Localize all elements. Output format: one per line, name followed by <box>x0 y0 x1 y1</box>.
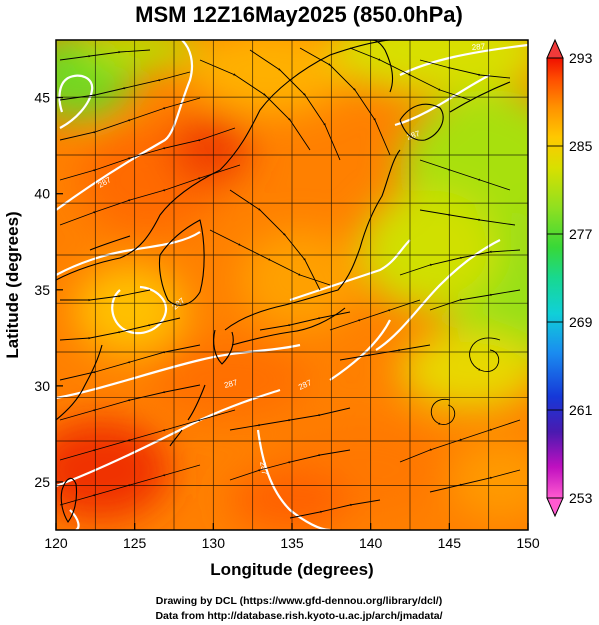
coastline-japan <box>231 307 346 346</box>
streamline <box>229 407 351 431</box>
streamline <box>199 59 311 151</box>
coastline-kyushu <box>213 329 234 365</box>
y-tick-label: 45 <box>34 90 50 106</box>
streamline <box>429 289 521 311</box>
x-axis: 120 125 130 135 140 145 150 <box>44 523 540 551</box>
streamline <box>419 59 511 79</box>
streamline <box>399 419 521 463</box>
y-axis: 25 30 35 40 45 <box>34 90 63 490</box>
streamline <box>59 464 201 506</box>
contour-label: 287 <box>223 378 239 390</box>
streamline <box>59 317 181 341</box>
contour-line <box>56 231 201 276</box>
streamline <box>59 127 236 181</box>
streamline <box>299 47 391 156</box>
x-tick-label: 130 <box>202 535 226 551</box>
colorbar-tick-label: 285 <box>569 138 593 154</box>
streamline <box>209 229 331 286</box>
x-tick-label: 140 <box>359 535 383 551</box>
x-tick-label: 120 <box>44 535 68 551</box>
x-tick-label: 145 <box>438 535 462 551</box>
y-axis-label: Latitude (degrees) <box>3 211 22 358</box>
coastline-asia <box>56 40 391 281</box>
contour-line <box>394 74 491 127</box>
coastline-taiwan <box>60 477 78 523</box>
streamline <box>289 499 381 519</box>
streamline <box>229 449 351 481</box>
streamline <box>469 337 501 372</box>
streamline <box>399 249 521 276</box>
chart-title: MSM 12Z16May2025 (850.0hPa) <box>135 2 463 27</box>
contour-line <box>58 74 94 129</box>
colorbar: 293 285 277 269 261 253 <box>546 38 593 518</box>
streamline <box>339 344 431 361</box>
streamline <box>59 409 236 461</box>
streamline <box>419 209 516 226</box>
streamline <box>59 97 201 141</box>
contour-line <box>56 343 301 400</box>
contour-line <box>256 429 331 530</box>
streamline <box>419 159 511 191</box>
wind-streamlines <box>59 47 521 519</box>
x-tick-label: 125 <box>123 535 147 551</box>
streamline <box>59 71 191 101</box>
x-tick-label: 150 <box>516 535 540 551</box>
y-tick-label: 35 <box>34 282 50 298</box>
streamline <box>59 344 201 381</box>
coastline-kuril <box>449 81 511 113</box>
colorbar-tick-label: 277 <box>569 226 593 242</box>
streamline <box>429 469 521 493</box>
colorbar-max-triangle <box>546 38 564 59</box>
contour-label: 287 <box>471 42 486 52</box>
x-axis-label: Longitude (degrees) <box>210 560 373 579</box>
contour-line <box>289 239 411 302</box>
streamline <box>329 299 421 331</box>
credit-drawing: Drawing by DCL (https://www.gfd-dennou.o… <box>156 595 442 607</box>
streamline <box>259 311 351 331</box>
colorbar-tick-label: 269 <box>569 314 593 330</box>
y-tick-label: 25 <box>34 474 50 490</box>
streamline <box>249 49 341 161</box>
x-tick-label: 135 <box>280 535 304 551</box>
coastline-korea <box>158 219 205 306</box>
coastline-japan <box>224 149 401 331</box>
credit-data: Data from http://database.rish.kyoto-u.a… <box>155 610 442 622</box>
colorbar-tick-label: 293 <box>569 50 593 66</box>
colorbar-tick-label: 261 <box>569 402 593 418</box>
coastline-hokkaido <box>399 103 444 141</box>
streamline <box>59 164 241 226</box>
colorbar-min-triangle <box>546 497 564 518</box>
streamline <box>59 384 201 421</box>
y-tick-label: 30 <box>34 378 50 394</box>
coastline-shandong <box>89 235 131 251</box>
temperature-field: 287 287 287 287 287 287 287 <box>56 40 528 530</box>
streamline <box>430 398 456 425</box>
y-tick-label: 40 <box>34 186 50 202</box>
colorbar-tick-label: 253 <box>569 490 593 506</box>
colorbar-gradient <box>546 57 564 499</box>
contour-label: 287 <box>406 129 422 142</box>
contour-line <box>329 319 391 381</box>
grid-lines <box>56 40 528 530</box>
